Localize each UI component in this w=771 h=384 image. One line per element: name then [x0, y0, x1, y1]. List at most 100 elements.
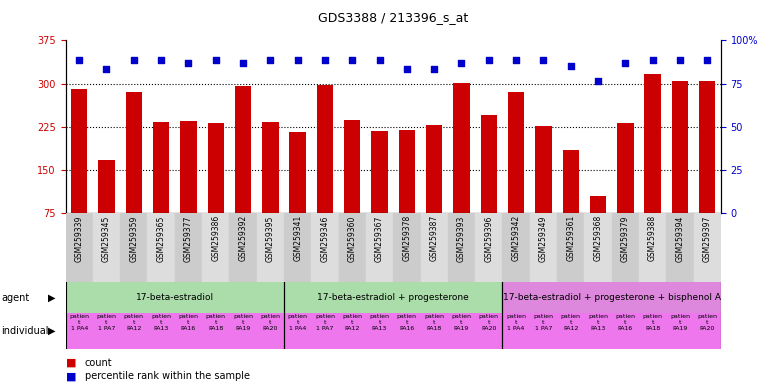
Bar: [284, 213, 311, 282]
Point: [210, 57, 222, 63]
Point: [428, 66, 440, 72]
Text: patien
t
PA13: patien t PA13: [151, 314, 171, 331]
Bar: [180, 121, 197, 257]
Text: GSM259368: GSM259368: [594, 215, 602, 262]
Text: agent: agent: [2, 293, 30, 303]
Text: GSM259386: GSM259386: [211, 215, 221, 262]
Text: GSM259394: GSM259394: [675, 215, 685, 262]
Text: patien
t
1 PA4: patien t 1 PA4: [506, 314, 526, 331]
Text: ▶: ▶: [48, 293, 56, 303]
Text: patien
t
PA19: patien t PA19: [670, 314, 690, 331]
Text: patien
t
1 PA7: patien t 1 PA7: [315, 314, 335, 331]
Bar: [153, 121, 170, 257]
Bar: [699, 81, 715, 257]
Bar: [202, 313, 230, 349]
Bar: [420, 313, 448, 349]
Bar: [694, 213, 721, 282]
Bar: [175, 313, 202, 349]
Bar: [694, 313, 721, 349]
Bar: [93, 313, 120, 349]
Point: [646, 57, 658, 63]
Point: [237, 60, 249, 66]
Text: patien
t
PA12: patien t PA12: [124, 314, 144, 331]
Text: patien
t
PA12: patien t PA12: [342, 314, 362, 331]
Bar: [399, 130, 415, 257]
Bar: [207, 123, 224, 257]
Bar: [617, 123, 634, 257]
Bar: [420, 213, 448, 282]
Point: [373, 57, 386, 63]
Text: patien
t
PA18: patien t PA18: [424, 314, 444, 331]
Bar: [366, 213, 393, 282]
Text: patien
t
1 PA4: patien t 1 PA4: [288, 314, 308, 331]
Bar: [202, 213, 230, 282]
Bar: [175, 213, 202, 282]
Bar: [257, 313, 284, 349]
Text: 17-beta-estradiol: 17-beta-estradiol: [136, 293, 214, 302]
Bar: [448, 313, 475, 349]
Point: [264, 57, 277, 63]
Text: percentile rank within the sample: percentile rank within the sample: [85, 371, 250, 381]
Bar: [99, 160, 115, 257]
Bar: [584, 313, 611, 349]
Bar: [93, 213, 120, 282]
Point: [291, 57, 304, 63]
Text: patien
t
PA12: patien t PA12: [561, 314, 581, 331]
Text: GSM259365: GSM259365: [157, 215, 166, 262]
Point: [401, 66, 413, 72]
Bar: [645, 74, 661, 257]
Text: GSM259379: GSM259379: [621, 215, 630, 262]
Bar: [475, 313, 503, 349]
Bar: [344, 120, 360, 257]
Text: GSM259377: GSM259377: [184, 215, 193, 262]
Text: GSM259345: GSM259345: [102, 215, 111, 262]
Bar: [372, 131, 388, 257]
Bar: [639, 213, 666, 282]
Bar: [557, 213, 584, 282]
Bar: [289, 132, 306, 257]
Point: [155, 57, 167, 63]
Text: patien
t
PA20: patien t PA20: [697, 314, 717, 331]
Text: patien
t
PA18: patien t PA18: [642, 314, 662, 331]
Text: patien
t
PA13: patien t PA13: [369, 314, 389, 331]
Text: patien
t
PA18: patien t PA18: [206, 314, 226, 331]
Point: [128, 57, 140, 63]
Bar: [480, 114, 497, 257]
Bar: [448, 213, 475, 282]
Text: patien
t
1 PA7: patien t 1 PA7: [96, 314, 116, 331]
Text: GSM259396: GSM259396: [484, 215, 493, 262]
Text: count: count: [85, 358, 113, 368]
Point: [564, 63, 577, 70]
Text: patien
t
PA19: patien t PA19: [452, 314, 472, 331]
Bar: [235, 86, 251, 257]
Text: GSM259388: GSM259388: [648, 215, 657, 262]
Bar: [557, 313, 584, 349]
Text: ■: ■: [66, 358, 76, 368]
Text: 17-beta-estradiol + progesterone: 17-beta-estradiol + progesterone: [318, 293, 469, 302]
Bar: [530, 313, 557, 349]
Text: GSM259359: GSM259359: [130, 215, 138, 262]
Point: [537, 57, 550, 63]
Bar: [611, 313, 639, 349]
Bar: [147, 313, 175, 349]
Bar: [147, 213, 175, 282]
Bar: [230, 313, 257, 349]
Bar: [535, 126, 551, 257]
Bar: [508, 92, 524, 257]
Text: GSM259339: GSM259339: [75, 215, 84, 262]
Bar: [311, 313, 338, 349]
Bar: [120, 313, 147, 349]
Bar: [563, 150, 579, 257]
Text: GSM259397: GSM259397: [702, 215, 712, 262]
Bar: [66, 213, 93, 282]
Text: GSM259361: GSM259361: [566, 215, 575, 262]
Bar: [666, 313, 694, 349]
Point: [701, 57, 713, 63]
Bar: [590, 196, 606, 257]
Bar: [503, 213, 530, 282]
Text: GSM259392: GSM259392: [238, 215, 247, 262]
Bar: [672, 81, 689, 257]
Point: [674, 57, 686, 63]
Bar: [311, 213, 338, 282]
Bar: [284, 313, 311, 349]
